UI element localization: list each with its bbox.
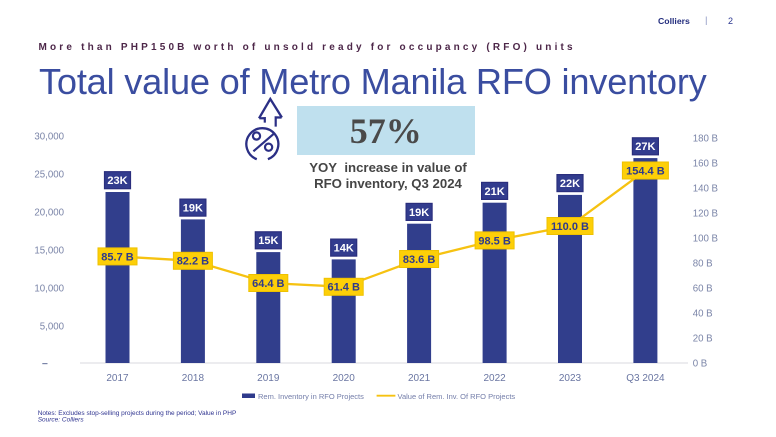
svg-text:5,000: 5,000 <box>40 321 65 332</box>
svg-text:83.6 B: 83.6 B <box>403 254 435 266</box>
svg-text:120 B: 120 B <box>693 208 718 219</box>
svg-text:23K: 23K <box>107 175 127 187</box>
svg-text:21K: 21K <box>485 186 505 198</box>
svg-text:Rem. Inventory in RFO Projects: Rem. Inventory in RFO Projects <box>258 392 364 401</box>
svg-text:19K: 19K <box>183 203 203 215</box>
svg-text:0 B: 0 B <box>693 358 708 369</box>
svg-text:20,000: 20,000 <box>34 207 64 218</box>
svg-text:85.7 B: 85.7 B <box>101 251 133 263</box>
svg-text:82.2 B: 82.2 B <box>177 256 209 268</box>
svg-text:20 B: 20 B <box>693 333 713 344</box>
svg-text:2019: 2019 <box>257 373 280 384</box>
svg-text:2018: 2018 <box>182 373 205 384</box>
svg-text:19K: 19K <box>409 207 429 219</box>
svg-text:140 B: 140 B <box>693 183 718 194</box>
svg-text:15,000: 15,000 <box>34 245 64 256</box>
svg-text:64.4 B: 64.4 B <box>252 278 284 290</box>
svg-text:15K: 15K <box>258 235 278 247</box>
svg-text:14K: 14K <box>334 243 354 255</box>
svg-text:154.4 B: 154.4 B <box>626 165 665 177</box>
svg-text:40 B: 40 B <box>693 308 713 319</box>
svg-text:2022: 2022 <box>483 373 506 384</box>
svg-text:61.4 B: 61.4 B <box>327 282 359 294</box>
svg-text:30,000: 30,000 <box>34 131 64 142</box>
svg-text:Q3 2024: Q3 2024 <box>626 373 665 384</box>
svg-text:110.0 B: 110.0 B <box>551 221 589 233</box>
svg-text:2020: 2020 <box>333 373 356 384</box>
svg-text:100 B: 100 B <box>693 233 718 244</box>
svg-text:160 B: 160 B <box>693 158 718 169</box>
svg-text:Notes: Excludes stop-selling p: Notes: Excludes stop-selling projects du… <box>38 410 237 417</box>
svg-text:2017: 2017 <box>106 373 129 384</box>
svg-text:80 B: 80 B <box>693 258 713 269</box>
svg-text:22K: 22K <box>560 178 580 190</box>
svg-text:25,000: 25,000 <box>34 169 64 180</box>
svg-text:Source: Colliers: Source: Colliers <box>38 417 85 424</box>
svg-text:10,000: 10,000 <box>34 283 64 294</box>
svg-text:98.5 B: 98.5 B <box>478 235 510 247</box>
svg-text:2021: 2021 <box>408 373 431 384</box>
svg-text:27K: 27K <box>635 141 655 153</box>
svg-text:60 B: 60 B <box>693 283 713 294</box>
svg-text:2023: 2023 <box>559 373 582 384</box>
svg-text:Value of Rem. Inv. Of RFO Proj: Value of Rem. Inv. Of RFO Projects <box>398 392 516 401</box>
svg-text:180 B: 180 B <box>693 133 718 144</box>
